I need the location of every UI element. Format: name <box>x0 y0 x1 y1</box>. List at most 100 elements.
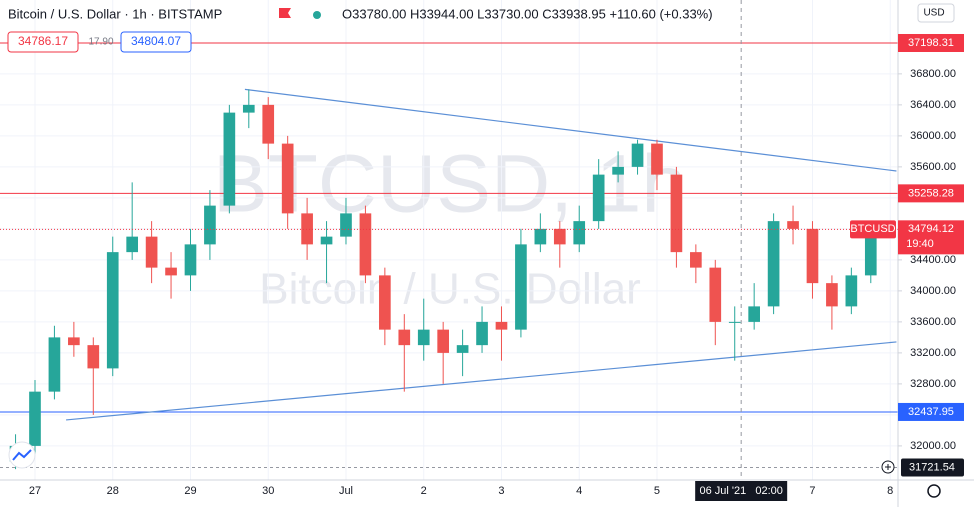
candle-body <box>456 345 469 353</box>
watermark-name: Bitcoin / U.S. Dollar <box>259 265 640 314</box>
logo-icon <box>12 449 32 461</box>
level-label: 35258.28 <box>908 187 954 199</box>
sell-box[interactable] <box>7 31 79 53</box>
low-tag <box>901 458 964 477</box>
level-tag <box>898 184 964 203</box>
x-tick-label: 29 <box>184 485 196 497</box>
flag-icon[interactable] <box>279 8 291 18</box>
candle-body <box>476 321 488 346</box>
candle-body <box>845 275 858 307</box>
x-tick-label: 28 <box>107 485 119 497</box>
candle-body <box>690 252 702 268</box>
bid[interactable]: 34786.17 <box>18 34 68 48</box>
candle-body <box>48 337 61 392</box>
plot <box>0 0 898 480</box>
symbol-tag <box>850 220 896 239</box>
currency-button[interactable] <box>917 3 955 23</box>
candle-body <box>281 143 294 214</box>
candle-body <box>826 283 838 307</box>
candle-body <box>767 221 780 307</box>
candle-body <box>87 345 100 369</box>
y-tick-label: 36800.00 <box>910 68 956 80</box>
symbol-title: Bitcoin / U.S. Dollar · 1h · BITSTAMP <box>8 6 222 21</box>
trendline <box>244 88 897 172</box>
crosshair-label: 06 Jul '21 02:00 <box>699 485 782 497</box>
x-tick-label: 30 <box>262 485 274 497</box>
x-tick-label: 5 <box>654 485 660 497</box>
candle-body <box>68 337 80 346</box>
trendline <box>66 341 897 421</box>
candle-body <box>651 143 663 175</box>
candle-body <box>204 205 216 245</box>
candle-body <box>515 244 527 330</box>
settings-icon[interactable] <box>927 484 941 498</box>
x-tick-label: Jul <box>339 485 353 497</box>
candle-body <box>359 213 372 276</box>
candle-body <box>631 143 644 167</box>
candle-body <box>145 236 158 268</box>
y-tick-label: 35600.00 <box>910 161 956 173</box>
candle-body <box>592 174 605 222</box>
last-price-tag <box>898 220 964 255</box>
candle-body <box>437 329 449 353</box>
candle-body <box>340 213 352 237</box>
candle-body <box>806 228 819 284</box>
y-tick-label: 36000.00 <box>910 130 956 142</box>
candle-body <box>165 267 177 276</box>
candle-body <box>262 104 275 144</box>
candle-body <box>787 221 799 229</box>
candle-body <box>242 104 255 113</box>
symbol-label: BTCUSD <box>850 223 895 235</box>
candle-body <box>495 321 508 330</box>
candle-body <box>573 221 586 245</box>
spread: 17.90 <box>88 37 113 48</box>
candle-body <box>553 228 566 245</box>
candle-body <box>398 329 411 346</box>
candle-body <box>728 321 741 323</box>
axes: 32000.0032400.0032800.0033200.0033600.00… <box>29 33 964 501</box>
buy-box[interactable] <box>120 31 192 53</box>
candle-body <box>417 329 430 346</box>
x-tick-label: 7 <box>809 485 815 497</box>
y-tick-label: 36400.00 <box>910 99 956 111</box>
y-tick-label: 34400.00 <box>910 254 956 266</box>
level-label: 37198.31 <box>908 37 954 49</box>
low-label: 31721.54 <box>909 461 955 473</box>
candle-body <box>320 236 333 245</box>
candle-body <box>709 267 722 322</box>
countdown: 19:40 <box>906 238 934 250</box>
x-tick-label: 8 <box>887 485 893 497</box>
candle-body <box>184 244 197 276</box>
candle-body <box>612 166 624 175</box>
x-tick-label: 2 <box>421 485 427 497</box>
candle-body <box>670 174 683 253</box>
ohlc: O33780.00 H33944.00 L33730.00 C33938.95 … <box>342 6 713 21</box>
candle-body <box>379 275 391 330</box>
last-price-label: 34794.12 <box>908 223 954 235</box>
currency[interactable]: USD <box>923 8 944 19</box>
y-tick-label: 32000.00 <box>910 440 956 452</box>
crosshair-tag <box>695 481 788 501</box>
level-tag <box>898 402 964 421</box>
candle-body <box>534 228 547 245</box>
x-tick-label: 3 <box>498 485 504 497</box>
candle-body <box>106 252 119 369</box>
candle-body <box>748 306 760 322</box>
y-tick-label: 34000.00 <box>910 285 956 297</box>
x-tick-label: 27 <box>29 485 41 497</box>
candle-body <box>29 391 41 446</box>
level-label: 32437.95 <box>908 406 954 418</box>
x-tick-label: 4 <box>576 485 582 497</box>
candle-body <box>223 112 236 206</box>
candle-body <box>301 213 313 245</box>
candle-body <box>126 236 139 253</box>
y-tick-label: 33600.00 <box>910 316 956 328</box>
status-dot <box>313 11 321 19</box>
level-tag <box>898 33 964 52</box>
ask[interactable]: 34804.07 <box>131 34 181 48</box>
candle-body <box>864 229 877 276</box>
y-tick-label: 33200.00 <box>910 347 956 359</box>
y-tick-label: 32800.00 <box>910 378 956 390</box>
plus-sign <box>885 464 891 470</box>
